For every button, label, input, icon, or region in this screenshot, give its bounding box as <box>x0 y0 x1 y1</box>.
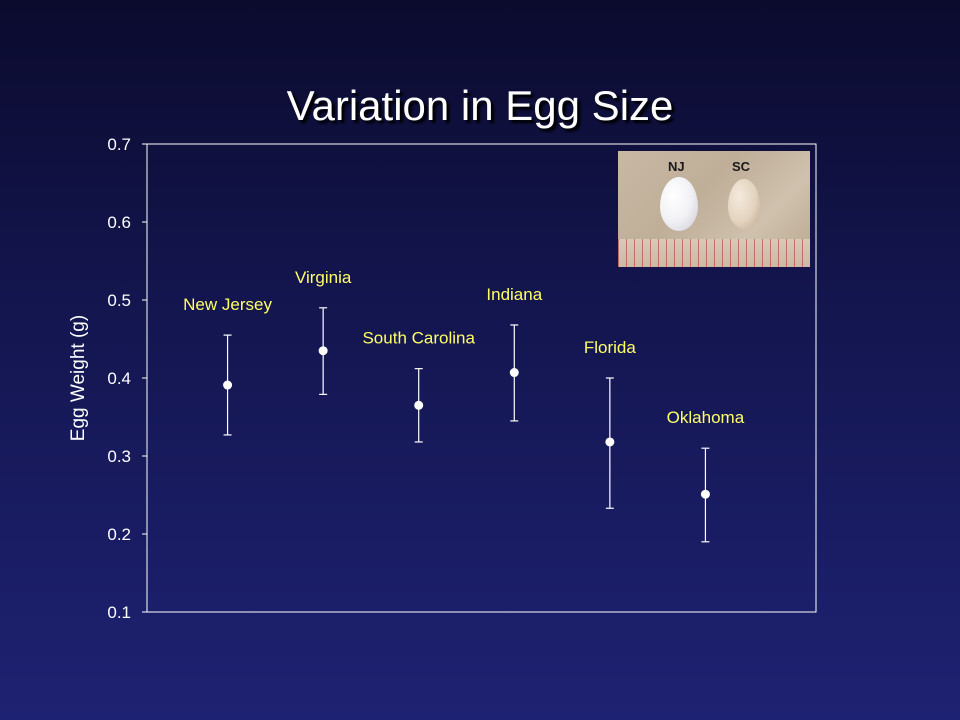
category-label: Oklahoma <box>667 408 745 427</box>
y-tick-label: 0.7 <box>107 135 131 154</box>
category-label: South Carolina <box>362 329 475 348</box>
y-tick-label: 0.5 <box>107 291 131 310</box>
slide-title: Variation in Egg Size <box>286 82 674 129</box>
data-point <box>318 346 328 356</box>
y-tick-label: 0.3 <box>107 447 131 466</box>
data-point <box>509 368 519 378</box>
data-point <box>223 380 233 390</box>
data-point <box>605 437 615 447</box>
data-point <box>414 400 424 410</box>
photo-label-sc: SC <box>732 159 751 174</box>
egg-photo: NJ SC <box>618 151 810 267</box>
y-tick-label: 0.4 <box>107 369 131 388</box>
y-tick-label: 0.6 <box>107 213 131 232</box>
category-label: Virginia <box>295 268 352 287</box>
sc-egg <box>728 179 760 229</box>
category-label: Indiana <box>486 285 542 304</box>
photo-label-nj: NJ <box>668 159 685 174</box>
y-tick-label: 0.2 <box>107 525 131 544</box>
nj-egg <box>660 177 698 231</box>
ruler <box>618 239 810 267</box>
category-label: New Jersey <box>183 295 272 314</box>
y-tick-label: 0.1 <box>107 603 131 622</box>
category-label: Florida <box>584 338 637 357</box>
data-point <box>700 489 710 499</box>
